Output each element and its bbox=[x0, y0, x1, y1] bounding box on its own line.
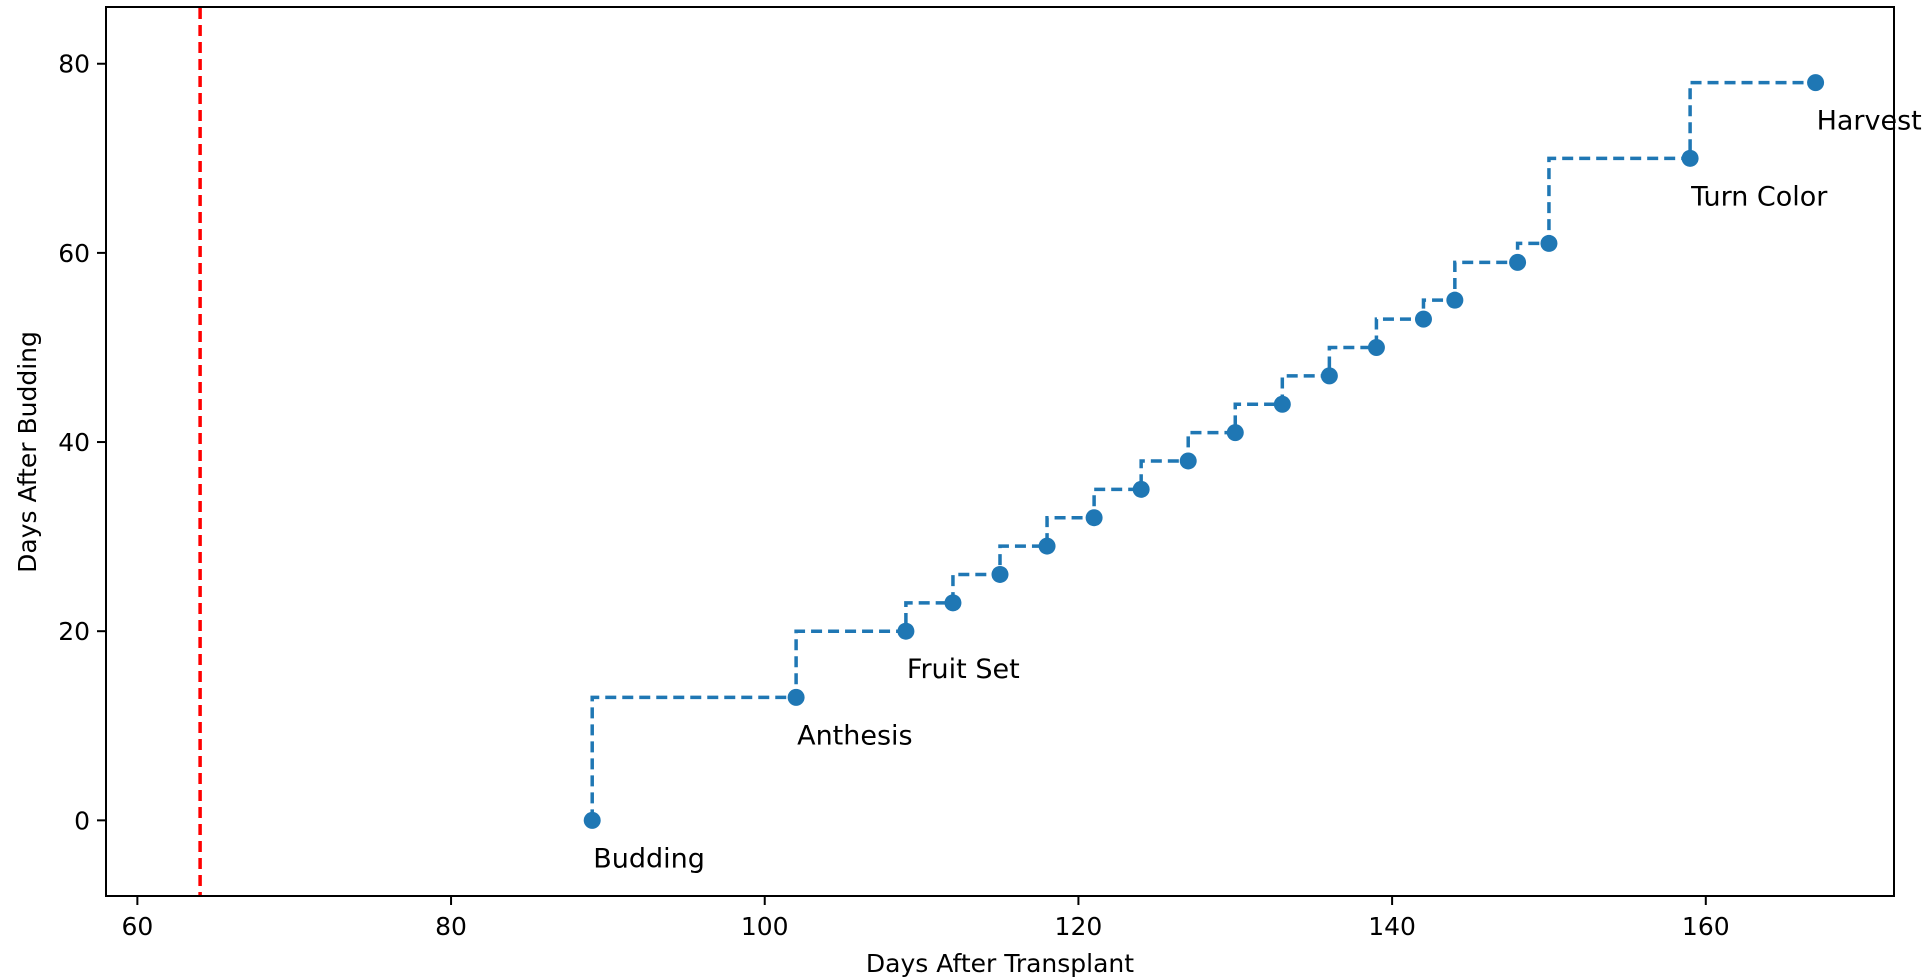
y-tick-label: 60 bbox=[58, 239, 90, 268]
data-point bbox=[1367, 338, 1385, 356]
data-point bbox=[787, 688, 805, 706]
y-axis-label: Days After Budding bbox=[13, 331, 42, 573]
data-point bbox=[1085, 509, 1103, 527]
data-point bbox=[1414, 310, 1432, 328]
y-tick-label: 0 bbox=[74, 806, 90, 835]
data-point bbox=[1132, 480, 1150, 498]
data-point bbox=[991, 565, 1009, 583]
plot-area: Budding Anthesis Fruit Set Turn Color Harves… bbox=[105, 6, 1922, 897]
data-label: Turn Color bbox=[1690, 181, 1828, 212]
axis-ticks: 60 80 100 120 140 160 0 20 40 60 80 bbox=[58, 50, 1729, 941]
data-point bbox=[1540, 234, 1558, 252]
x-tick-label: 120 bbox=[1055, 912, 1103, 941]
data-point bbox=[897, 622, 915, 640]
data-point bbox=[1509, 253, 1527, 271]
plot-frame bbox=[105, 6, 1895, 897]
data-point bbox=[1179, 452, 1197, 470]
data-point bbox=[1446, 291, 1464, 309]
x-tick-label: 80 bbox=[435, 912, 467, 941]
data-point bbox=[1226, 424, 1244, 442]
data-point bbox=[944, 594, 962, 612]
data-point bbox=[1038, 537, 1056, 555]
data-label: Anthesis bbox=[797, 720, 913, 751]
data-point bbox=[1320, 367, 1338, 385]
data-point bbox=[583, 811, 601, 829]
x-tick-label: 140 bbox=[1368, 912, 1416, 941]
x-tick-label: 60 bbox=[121, 912, 153, 941]
y-tick-label: 80 bbox=[58, 50, 90, 79]
data-point bbox=[1807, 74, 1825, 92]
x-axis-label: Days After Transplant bbox=[866, 949, 1134, 977]
y-tick-label: 40 bbox=[58, 428, 90, 457]
y-tick-label: 20 bbox=[58, 617, 90, 646]
data-label: Fruit Set bbox=[907, 654, 1020, 685]
data-label: Budding bbox=[593, 843, 705, 874]
x-tick-label: 160 bbox=[1682, 912, 1730, 941]
data-label: Harvest bbox=[1817, 106, 1922, 137]
data-point bbox=[1273, 395, 1291, 413]
data-point bbox=[1681, 149, 1699, 167]
x-tick-label: 100 bbox=[741, 912, 789, 941]
series-step-line bbox=[590, 80, 1816, 821]
